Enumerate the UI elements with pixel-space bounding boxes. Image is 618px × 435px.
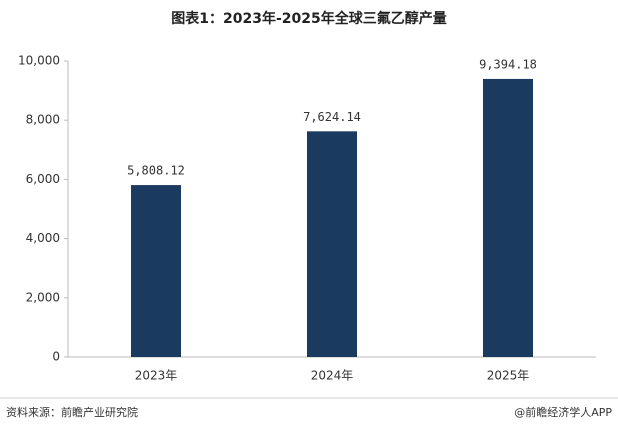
- y-tick-label: 2,000: [26, 290, 60, 304]
- y-tick-label: 4,000: [26, 231, 60, 245]
- bar: [307, 131, 357, 357]
- source: 资料来源：前瞻产业研究院: [6, 405, 138, 419]
- value-label: 7,624.14: [303, 110, 361, 124]
- bar: [483, 78, 533, 357]
- y-tick-label: 0: [52, 350, 60, 364]
- value-label: 9,394.18: [479, 57, 537, 71]
- x-tick-label: 2024年: [311, 369, 354, 383]
- chart-title: 图表1：2023年-2025年全球三氟乙醇产量: [171, 10, 446, 27]
- x-tick-label: 2025年: [487, 369, 530, 383]
- bar: [131, 185, 181, 357]
- y-tick-label: 8,000: [26, 113, 60, 127]
- y-tick-label: 6,000: [26, 172, 60, 186]
- value-label: 5,808.12: [127, 164, 185, 178]
- x-tick-label: 2023年: [135, 369, 178, 383]
- y-tick-label: 10,000: [18, 54, 60, 68]
- credit: @前瞻经济学人APP: [514, 405, 612, 419]
